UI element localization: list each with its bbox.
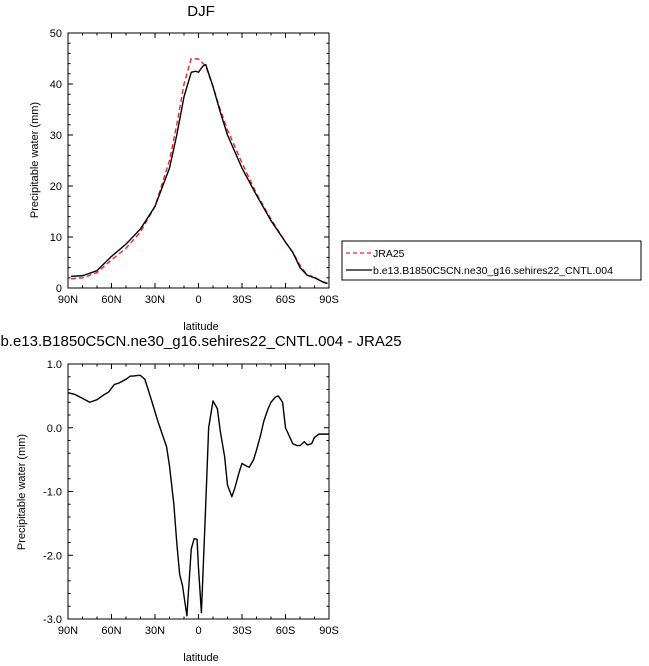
- bottom-x-axis-title: latitude: [183, 652, 218, 664]
- bottom-y-tick-label: -1.0: [43, 487, 62, 499]
- bottom-x-tick-label: 90N: [58, 625, 78, 637]
- bottom-x-tick-label: 30S: [232, 625, 252, 637]
- top-y-tick-label: 30: [50, 130, 62, 142]
- top-x-tick-label: 90N: [58, 294, 78, 306]
- top-x-tick-label: 90S: [319, 294, 339, 306]
- top-y-axis-title-group: Precipitable water (mm): [29, 102, 41, 218]
- bottom-y-axis-title-group: Precipitable water (mm): [16, 434, 28, 550]
- bottom-y-tick-label: 0.0: [47, 423, 62, 435]
- bottom-x-tick-label: 60N: [101, 625, 121, 637]
- top-plot-area: 90N 60N 30N 0 30S 60S 90S 0 10 20 30 40 50: [50, 28, 339, 306]
- bottom-series-line-0: [67, 374, 329, 617]
- top-chart-title: DJF: [187, 3, 215, 20]
- top-x-tick-label: 30N: [145, 294, 165, 306]
- bottom-y-axis-title: Precipitable water (mm): [16, 434, 28, 550]
- bottom-x-tick-label: 0: [195, 625, 201, 637]
- top-x-axis-title: latitude: [183, 321, 218, 333]
- top-x-tick-label: 0: [195, 294, 201, 306]
- top-y-axis-title: Precipitable water (mm): [29, 102, 41, 218]
- legend-box: [341, 240, 642, 281]
- bottom-x-tick-label: 90S: [319, 625, 339, 637]
- legend-label-jra25: JRA25: [373, 248, 405, 260]
- top-x-tick-label: 60N: [101, 294, 121, 306]
- top-y-tick-label: 0: [56, 283, 62, 295]
- bottom-y-tick-label: -2.0: [43, 550, 62, 562]
- top-panel: DJF Precipitable water (mm) latitude 90N…: [29, 3, 642, 333]
- top-y-tick-label: 50: [50, 28, 62, 40]
- top-x-tick-label: 30S: [232, 294, 252, 306]
- bottom-x-tick-label: 60S: [276, 625, 296, 637]
- legend-label-model: b.e13.B1850C5CN.ne30_g16.sehires22_CNTL.…: [373, 265, 613, 277]
- top-legend: JRA25 b.e13.B1850C5CN.ne30_g16.sehires22…: [341, 240, 642, 281]
- top-x-tick-label: 60S: [276, 294, 296, 306]
- top-y-tick-label: 40: [50, 79, 62, 91]
- bottom-y-tick-label: -3.0: [43, 614, 62, 626]
- bottom-y-tick-label: 1.0: [47, 359, 62, 371]
- bottom-plot-frame: [67, 363, 330, 620]
- top-y-tick-label: 10: [50, 232, 62, 244]
- top-y-tick-label: 20: [50, 181, 62, 193]
- bottom-x-tick-label: 30N: [145, 625, 165, 637]
- top-series-line-0: [70, 57, 328, 285]
- bottom-plot-area: 90N 60N 30N 0 30S 60S 90S 1.0 0.0 -1.0 -2.0 -3.0: [43, 359, 339, 637]
- bottom-panel: b.e13.B1850C5CN.ne30_g16.sehires22_CNTL.…: [0, 333, 401, 664]
- top-series-line-1: [70, 63, 328, 285]
- bottom-chart-title: b.e13.B1850C5CN.ne30_g16.sehires22_CNTL.…: [0, 333, 401, 350]
